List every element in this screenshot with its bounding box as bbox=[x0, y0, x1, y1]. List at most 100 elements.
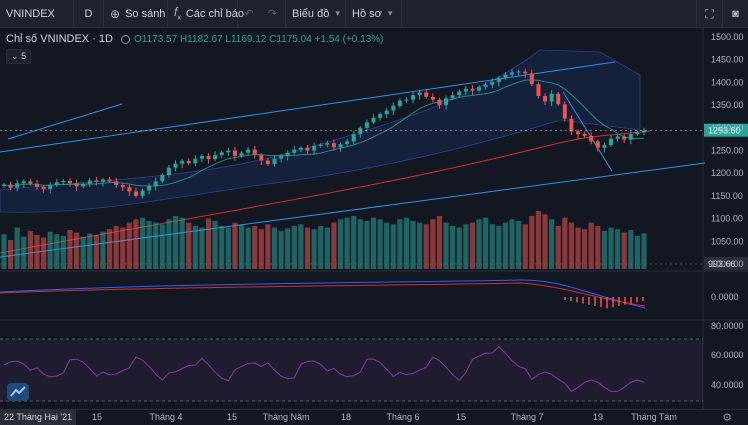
price-tick-label: 1150.00 bbox=[711, 191, 743, 201]
candle-body bbox=[28, 181, 33, 184]
volume-bar bbox=[410, 220, 416, 269]
time-label: Tháng 4 bbox=[149, 412, 183, 422]
compare-button[interactable]: ⊕ So sánh bbox=[104, 0, 168, 28]
rsi-tick-label: 60.0000 bbox=[711, 350, 744, 360]
volume-bar bbox=[615, 229, 621, 269]
volume-bar bbox=[634, 235, 641, 269]
candle-body bbox=[470, 88, 475, 91]
price-tick-label: 1000.00 bbox=[711, 259, 744, 269]
candle-body bbox=[226, 150, 231, 153]
candle-body bbox=[345, 141, 350, 145]
macd-line bbox=[0, 279, 646, 309]
volume-bar bbox=[443, 222, 449, 269]
volume-bar bbox=[436, 215, 443, 269]
candle-body bbox=[450, 95, 455, 99]
time-label: Tháng Năm bbox=[262, 412, 310, 422]
undo-icon: ↶ bbox=[244, 8, 254, 20]
volume-bar bbox=[384, 222, 390, 269]
volume-bar bbox=[278, 230, 284, 269]
candle-body bbox=[252, 149, 257, 156]
candle-body bbox=[457, 91, 462, 96]
volume-bar bbox=[403, 217, 410, 269]
profile-button[interactable]: Hồ sơ ▾ bbox=[346, 0, 402, 28]
volume-label-bg bbox=[704, 257, 748, 270]
candle-body bbox=[120, 185, 125, 188]
price-chart[interactable]: 1293.60 993.66 1500.00 1450.00 1400.00 1350.0… bbox=[0, 28, 748, 409]
candle-body bbox=[549, 93, 554, 102]
volume-bar bbox=[549, 219, 555, 269]
volume-bar bbox=[133, 219, 139, 269]
candle-body bbox=[589, 135, 594, 142]
price-tick-label: 1350.00 bbox=[711, 100, 744, 110]
redo-button[interactable]: ↷ bbox=[260, 0, 286, 28]
visibility-dot-icon[interactable] bbox=[120, 34, 130, 44]
volume-bar bbox=[588, 222, 594, 269]
time-axis[interactable]: 22 Tháng Hai '21 15 Tháng 4 15 Tháng Năm… bbox=[0, 409, 748, 425]
price-tick-label: 1250.00 bbox=[711, 146, 744, 156]
volume-bar bbox=[641, 233, 647, 269]
volume-bar bbox=[509, 219, 515, 269]
chevron-down-icon: ▾ bbox=[335, 8, 340, 18]
volume-bar bbox=[483, 217, 489, 269]
volume-bar bbox=[304, 227, 311, 269]
volume-bar bbox=[476, 219, 482, 269]
volume-bar bbox=[159, 224, 165, 269]
volume-bar bbox=[331, 222, 337, 269]
volume-bar bbox=[120, 227, 126, 269]
top-toolbar: VNINDEX D ⊕ So sánh fx Các chỉ báo ↶ ↷ B… bbox=[0, 0, 748, 28]
volume-bar bbox=[179, 217, 185, 269]
price-tick-label: 1400.00 bbox=[711, 77, 744, 87]
volume-bar bbox=[106, 229, 113, 269]
candle-body bbox=[199, 155, 204, 159]
candle-body bbox=[173, 163, 178, 168]
tradingview-logo[interactable] bbox=[7, 383, 29, 401]
volume-bar bbox=[265, 224, 271, 269]
time-label: Tháng Tám bbox=[631, 412, 677, 422]
price-tick-label: 1300.00 bbox=[711, 123, 744, 133]
volume-bar bbox=[535, 211, 542, 269]
bollinger-band bbox=[0, 49, 641, 213]
candle-body bbox=[397, 100, 402, 107]
legend-close: C1175.04 bbox=[269, 33, 312, 45]
candle-body bbox=[2, 184, 6, 186]
volume-bar bbox=[232, 222, 238, 269]
time-label: 15 bbox=[455, 412, 467, 422]
time-label: 15 bbox=[91, 412, 103, 422]
indicators-toggle[interactable]: ⌄ 5 bbox=[6, 49, 32, 64]
volume-bar bbox=[562, 217, 568, 269]
volume-bar bbox=[463, 224, 469, 269]
candle-body bbox=[463, 88, 468, 92]
plus-circle-icon: ⊕ bbox=[110, 6, 121, 21]
undo-button[interactable]: ↶ bbox=[238, 0, 260, 28]
candle-body bbox=[635, 132, 640, 135]
candle-body bbox=[569, 118, 574, 132]
volume-bar bbox=[430, 219, 436, 269]
indicators-button[interactable]: fx Các chỉ báo bbox=[168, 0, 244, 28]
volume-bar bbox=[568, 222, 575, 269]
candle-body bbox=[265, 160, 270, 165]
price-tick-label: 1100.00 bbox=[711, 214, 743, 224]
candle-body bbox=[417, 92, 422, 96]
time-label: 18 bbox=[340, 412, 352, 422]
candle-body bbox=[206, 155, 211, 160]
snapshot-button[interactable]: ◙ bbox=[722, 0, 748, 28]
candle-body bbox=[213, 155, 218, 160]
volume-bar bbox=[417, 222, 423, 269]
function-icon: fx bbox=[174, 5, 181, 22]
volume-bar bbox=[456, 227, 462, 269]
fullscreen-button[interactable]: ⛶ bbox=[696, 0, 722, 28]
candle-body bbox=[180, 160, 185, 164]
candle-body bbox=[34, 183, 39, 187]
volume-bar bbox=[344, 217, 350, 269]
price-tick-label: 1450.00 bbox=[711, 55, 744, 65]
candle-body bbox=[496, 77, 501, 82]
chart-type-button[interactable]: Biểu đồ ▾ bbox=[286, 0, 346, 28]
chart-type-label: Biểu đồ bbox=[292, 7, 330, 20]
volume-bar bbox=[153, 222, 159, 269]
symbol-search[interactable]: VNINDEX bbox=[0, 0, 74, 28]
legend-change: +1.54 (+0.13%) bbox=[314, 33, 384, 45]
settings-gear-icon[interactable]: ⚙ bbox=[722, 412, 732, 424]
candle-body bbox=[615, 136, 620, 139]
candle-body bbox=[503, 74, 508, 78]
interval-button[interactable]: D bbox=[74, 0, 104, 28]
